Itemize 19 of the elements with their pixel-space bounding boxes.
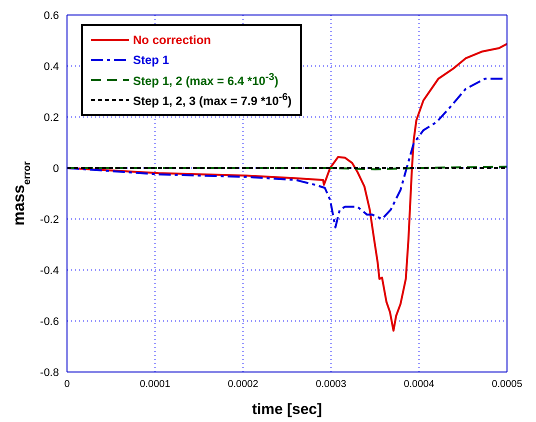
legend-label: No correction [133, 33, 212, 47]
legend-label: Step 1, 2 (max = 6.4 *10$^{-3}$) [133, 72, 278, 88]
x-tick-label: 0.0004 [404, 379, 435, 390]
y-tick-label: 0.4 [44, 60, 59, 73]
legend-label: Step 1, 2, 3 (max = 7.9 *10$^{-6}$) [133, 92, 292, 108]
x-tick-label: 0.0003 [316, 379, 347, 390]
x-tick-label: 0.0001 [140, 379, 171, 390]
y-tick-label: 0 [52, 162, 59, 175]
y-tick-label: -0.8 [40, 366, 59, 379]
y-tick-label: 0.2 [44, 112, 59, 124]
y-tick-label: -0.4 [40, 264, 59, 277]
y-tick-label: -0.6 [40, 316, 59, 328]
y-tick-label: 0.6 [44, 10, 59, 22]
x-tick-label: 0.0002 [228, 379, 259, 390]
x-axis-title: time [sec] [252, 401, 322, 418]
x-tick-label: 0 [64, 379, 70, 390]
legend-label: Step 1 [133, 53, 170, 67]
x-tick-label: 0.0005 [492, 379, 523, 390]
y-tick-label: -0.2 [40, 214, 59, 226]
